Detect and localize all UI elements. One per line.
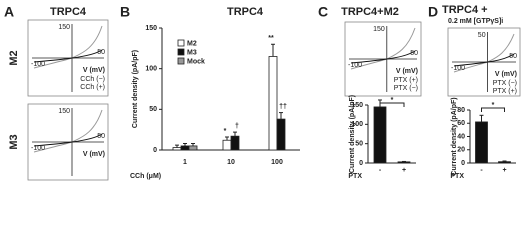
- y-tick-label: 0: [153, 147, 157, 154]
- inset-legend: PTX (+): [493, 88, 517, 95]
- legend-label: Mock: [187, 58, 205, 65]
- legend-swatch: [177, 48, 185, 56]
- inset-label: -100: [31, 145, 45, 152]
- x-tick-label: +: [402, 167, 406, 174]
- inset-legend: PTX (−): [493, 80, 517, 87]
- x-axis-label: CCh (μM): [130, 173, 161, 180]
- inset-label: 50: [97, 49, 105, 56]
- inset-label: 50: [97, 133, 105, 140]
- legend-swatch: [177, 57, 185, 65]
- significance-mark: ††: [279, 103, 287, 110]
- x-axis-label: PTX: [348, 173, 362, 180]
- significance-mark: *: [492, 102, 495, 109]
- legend-label: M2: [187, 40, 197, 47]
- legend-label: M3: [187, 49, 197, 56]
- y-tick-label: 150: [351, 102, 363, 109]
- inset-legend: PTX (−): [394, 85, 418, 92]
- bar: [373, 106, 387, 164]
- inset-label: -100: [31, 61, 45, 68]
- y-tick-label: 150: [145, 25, 157, 32]
- inset-label: 150: [58, 24, 70, 31]
- x-axis-label: PTX: [450, 173, 464, 180]
- bar: [172, 147, 182, 151]
- x-tick-label: +: [502, 167, 506, 174]
- significance-mark: *: [391, 97, 394, 104]
- inset-label: V (mV): [495, 71, 517, 78]
- inset-label: 50: [478, 32, 486, 39]
- inset-legend: CCh (+): [80, 84, 105, 91]
- inset-label: V (mV): [83, 151, 105, 158]
- bar: [268, 56, 278, 151]
- panel-letter: C: [318, 4, 328, 20]
- y-axis-label: Current density (pA/pF): [132, 50, 139, 128]
- significance-mark: **: [268, 35, 274, 42]
- inset-label: -100: [348, 62, 362, 69]
- y-tick-label: 50: [149, 106, 157, 113]
- trace: [350, 50, 416, 64]
- bar: [475, 121, 488, 164]
- inset-label: V (mV): [83, 67, 105, 74]
- chart-title: TRPC4 +: [442, 4, 488, 16]
- y-tick-label: 50: [355, 141, 363, 148]
- y-tick-label: 80: [457, 107, 465, 114]
- y-tick-label: 100: [351, 121, 363, 128]
- bar: [498, 161, 511, 164]
- y-axis-label: Current density (pA/pF): [349, 95, 356, 173]
- trace: [33, 133, 103, 147]
- bar: [230, 135, 240, 151]
- x-tick-label: 100: [271, 159, 283, 166]
- y-axis-label: Current density (pA/pF): [451, 97, 458, 175]
- x-tick-label: -: [379, 167, 382, 174]
- significance-bracket: [379, 102, 405, 107]
- chart-subtitle: 0.2 mM [GTPγS]i: [448, 18, 503, 25]
- x-tick-label: -: [480, 167, 483, 174]
- significance-mark: *: [224, 128, 227, 135]
- inset-label: 50: [509, 53, 517, 60]
- inset-label: -100: [451, 65, 465, 72]
- x-tick-label: 1: [183, 159, 187, 166]
- chart-title: TRPC4+M2: [341, 6, 399, 18]
- panel-letter: D: [428, 4, 438, 20]
- y-tick-label: 60: [457, 120, 465, 127]
- inset-label: 50: [410, 50, 418, 57]
- inset-legend: PTX (+): [394, 77, 418, 84]
- chart-title: TRPC4: [227, 6, 264, 18]
- y-tick-label: 100: [145, 66, 157, 73]
- y-tick-label: 0: [359, 160, 363, 167]
- significance-mark: †: [235, 123, 239, 130]
- bar: [276, 118, 286, 151]
- trace: [453, 53, 515, 67]
- bar: [397, 161, 411, 164]
- significance-bracket: [481, 107, 505, 112]
- y-tick-label: 0: [461, 160, 465, 167]
- inset-label: 150: [373, 26, 385, 33]
- y-tick-label: 20: [457, 147, 465, 154]
- y-tick-label: 40: [457, 133, 465, 140]
- legend-swatch: [177, 39, 185, 47]
- panel-letter: B: [120, 4, 130, 20]
- bar: [180, 145, 190, 151]
- inset-label: V (mV): [396, 68, 418, 75]
- trace: [33, 49, 103, 63]
- row-label: M3: [8, 134, 20, 149]
- bar: [222, 139, 232, 151]
- panel-letter: A: [4, 4, 14, 20]
- inset-legend: CCh (−): [80, 76, 105, 83]
- row-label: M2: [8, 50, 20, 65]
- panel-title: TRPC4: [50, 6, 87, 18]
- inset-label: 150: [58, 108, 70, 115]
- bar: [188, 145, 198, 151]
- x-tick-label: 10: [227, 159, 235, 166]
